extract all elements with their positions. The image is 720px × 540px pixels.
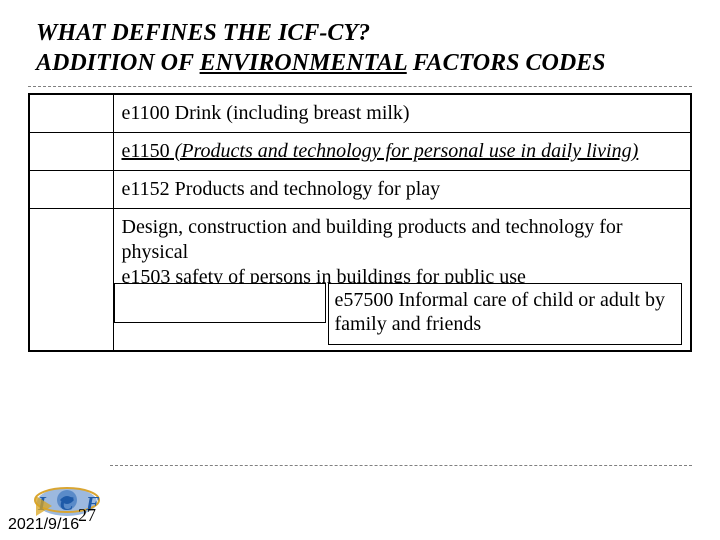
- table-row: Design, construction and building produc…: [29, 209, 691, 351]
- nested-empty-box: [114, 283, 326, 323]
- cell-right-3: e1152 Products and technology for play: [113, 171, 691, 209]
- title-part-a: ADDITION OF: [36, 50, 200, 76]
- row4-inner: Design, construction and building produc…: [122, 215, 683, 290]
- title-part-c: FACTORS CODES: [407, 50, 606, 76]
- title-line-1: WHAT DEFINES THE ICF-CY?: [36, 18, 692, 48]
- code-e1150-desc: (Products and technology for personal us…: [170, 140, 639, 162]
- table-row: e1150 (Products and technology for perso…: [29, 133, 691, 171]
- divider-bottom: [110, 465, 692, 466]
- cell-left-3: [29, 171, 113, 209]
- cell-left-2: [29, 133, 113, 171]
- cell-left-1: [29, 94, 113, 133]
- codes-table-wrap: e1100 Drink (including breast milk) e115…: [28, 93, 692, 352]
- cell-right-2: e1150 (Products and technology for perso…: [113, 133, 691, 171]
- date-stamp: 2021/9/16: [8, 516, 79, 534]
- row4-line1: Design, construction and building produc…: [122, 215, 683, 265]
- svg-text:C: C: [60, 493, 74, 515]
- table-row: e1100 Drink (including breast milk): [29, 94, 691, 133]
- table-row: e1152 Products and technology for play: [29, 171, 691, 209]
- nested-text-box: e57500 Informal care of child or adult b…: [328, 283, 683, 345]
- cell-left-4: [29, 209, 113, 351]
- slide-number: 27: [78, 505, 96, 526]
- play-triangle-icon: [36, 496, 52, 516]
- cell-right-1: e1100 Drink (including breast milk): [113, 94, 691, 133]
- divider-top: [28, 86, 692, 87]
- title-part-b: ENVIRONMENTAL: [200, 50, 407, 76]
- title-line-2: ADDITION OF ENVIRONMENTAL FACTORS CODES: [36, 48, 692, 78]
- codes-table: e1100 Drink (including breast milk) e115…: [28, 93, 692, 352]
- slide-title: WHAT DEFINES THE ICF-CY? ADDITION OF ENV…: [0, 0, 720, 84]
- code-e1150: e1150: [122, 140, 170, 162]
- cell-right-4: Design, construction and building produc…: [113, 209, 691, 351]
